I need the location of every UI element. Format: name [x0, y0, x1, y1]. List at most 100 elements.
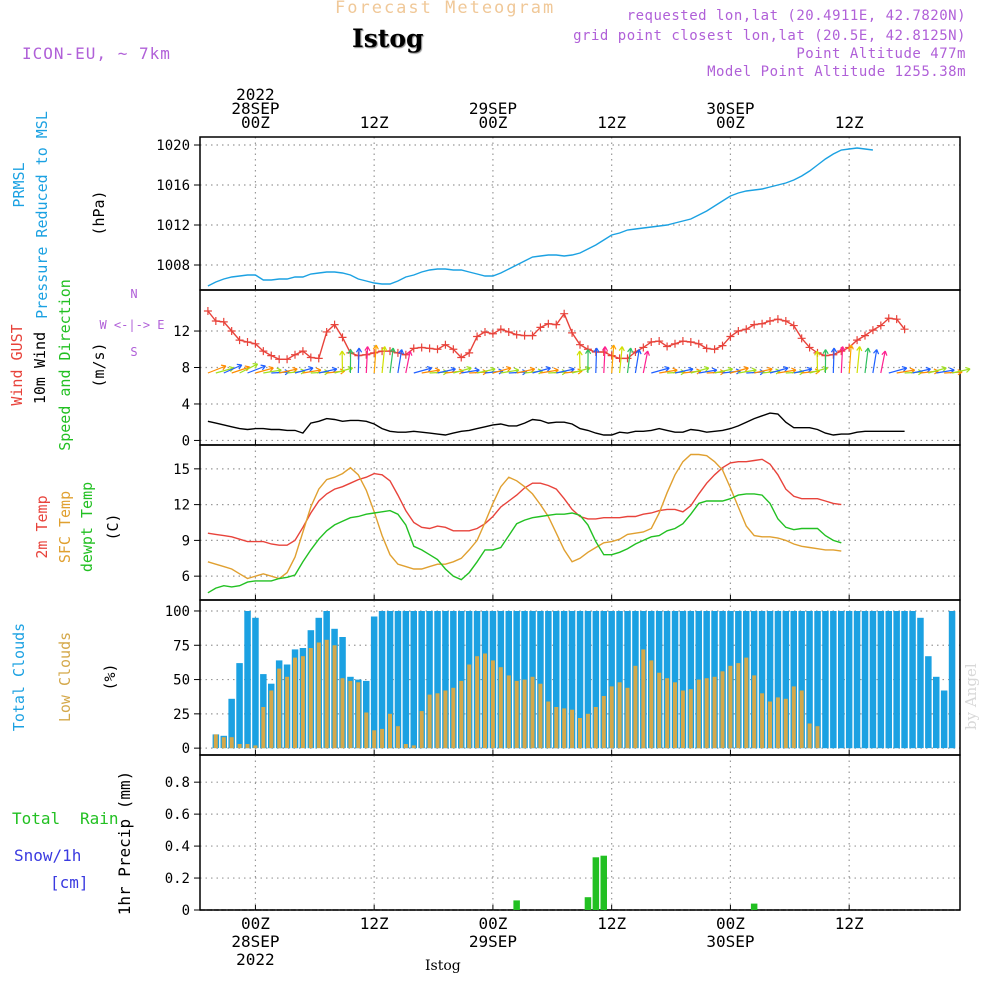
low-cloud-bar: [506, 675, 511, 749]
gust-marker: [750, 320, 759, 329]
gust-marker: [291, 350, 299, 359]
gust-marker: [283, 355, 292, 364]
y-tick-label: 0.6: [165, 807, 190, 823]
top-time-label: 28SEP: [231, 99, 279, 118]
total-cloud-bar: [940, 690, 948, 749]
total-cloud-bar: [861, 611, 869, 749]
total-cloud-bar: [553, 611, 560, 749]
wind-direction-arrow: [247, 364, 266, 374]
wind-direction-arrow: [814, 350, 821, 374]
wind-direction-arrow: [601, 346, 609, 374]
low-cloud-bar: [451, 687, 456, 749]
low-cloud-bar: [213, 734, 218, 749]
total-cloud-bar: [450, 611, 457, 749]
y-tick-label: 1016: [156, 178, 190, 194]
total-cloud-bar: [370, 616, 378, 749]
wind-direction-arrow: [847, 344, 854, 374]
gust-marker: [370, 348, 379, 357]
total-cloud-bar: [568, 611, 576, 749]
wind-direction-arrow: [856, 346, 863, 374]
wind-direction-arrow: [880, 350, 888, 374]
panel-frame-pressure: [199, 136, 961, 291]
gust-marker: [449, 345, 458, 354]
low-cloud-bar: [229, 737, 234, 749]
wind-direction-arrow: [207, 364, 227, 374]
low-cloud-bar: [752, 675, 757, 749]
total-cloud-bar: [806, 611, 813, 749]
low-cloud-bar: [546, 701, 551, 749]
low-cloud-bar: [332, 645, 337, 749]
gust-marker: [718, 341, 727, 350]
total-cloud-bar: [909, 611, 916, 749]
temp-label-2m: 2m Temp: [33, 495, 51, 558]
low-cloud-bar: [372, 730, 377, 749]
low-cloud-bar: [578, 718, 582, 749]
low-cloud-bar: [799, 690, 804, 749]
temp-label-sfc: SFC Temp: [56, 491, 74, 563]
y-tick-label: 1012: [156, 218, 190, 234]
total-cloud-bar: [418, 611, 425, 749]
panel-frame-precip: [199, 754, 961, 911]
y-tick-label: 12: [173, 498, 190, 514]
gust-marker: [686, 337, 695, 346]
precip-bar: [600, 855, 607, 910]
gust-marker: [576, 340, 584, 349]
gust-marker: [900, 325, 909, 334]
gust-marker: [868, 326, 877, 335]
low-cloud-bar: [665, 678, 670, 749]
gust-marker: [504, 327, 513, 336]
gust-marker: [457, 353, 466, 362]
total-cloud-bar: [608, 611, 615, 749]
gust-marker: [235, 336, 244, 345]
wind-direction-arrow: [610, 344, 617, 374]
gust-marker: [544, 319, 553, 328]
wind-direction-arrow: [830, 347, 838, 374]
low-cloud-bar: [562, 708, 567, 749]
pressure-unit: (hPa): [90, 190, 108, 235]
y-tick-label: 6: [182, 569, 190, 585]
low-cloud-bar: [522, 679, 527, 749]
low-cloud-bar: [673, 682, 677, 749]
requested-location: requested lon,lat (20.4911E, 42.7820N): [626, 8, 966, 24]
gust-marker: [433, 345, 442, 354]
wind-direction-arrow: [822, 349, 829, 374]
gust-marker: [322, 327, 331, 336]
gust-marker: [409, 344, 418, 353]
low-cloud-bar: [483, 653, 487, 749]
gust-marker: [694, 339, 703, 348]
wind-direction-arrow: [618, 346, 625, 374]
total-cloud-bar: [933, 676, 940, 749]
wind-direction-arrow: [347, 349, 354, 374]
wind-direction-arrow: [389, 347, 396, 374]
total-cloud-bar: [758, 611, 766, 749]
gust-marker: [726, 332, 735, 341]
y-tick-label: 0: [182, 433, 190, 449]
wind-direction-arrow: [255, 366, 274, 374]
wind-direction-arrow: [339, 350, 346, 374]
precip-label-cm: [cm]: [50, 873, 89, 892]
low-cloud-bar: [245, 744, 250, 749]
y-tick-label: 15: [173, 462, 190, 478]
total-cloud-bar: [917, 617, 924, 749]
low-cloud-bar: [475, 656, 480, 749]
y-tick-label: 1020: [156, 138, 190, 154]
total-cloud-bar: [378, 611, 386, 749]
gust-marker: [401, 350, 410, 359]
low-cloud-bar: [649, 660, 654, 749]
gust-marker: [330, 320, 339, 329]
low-cloud-bar: [554, 707, 559, 749]
y-tick-label: 0.2: [165, 871, 190, 887]
low-cloud-bar: [807, 723, 812, 749]
low-cloud-bar: [530, 676, 535, 749]
wind-direction-arrow: [634, 349, 642, 374]
low-cloud-bar: [380, 728, 385, 749]
low-cloud-bar: [609, 686, 614, 749]
y-tick-label: 9: [182, 533, 190, 549]
gust-marker: [362, 350, 371, 359]
bottom-time-label: 2022: [236, 950, 275, 969]
low-cloud-bar: [459, 680, 464, 749]
bottom-time-label: 12Z: [597, 914, 626, 933]
total-cloud-bar: [442, 611, 449, 749]
low-cloud-bar: [285, 676, 290, 749]
low-cloud-bar: [253, 745, 258, 749]
